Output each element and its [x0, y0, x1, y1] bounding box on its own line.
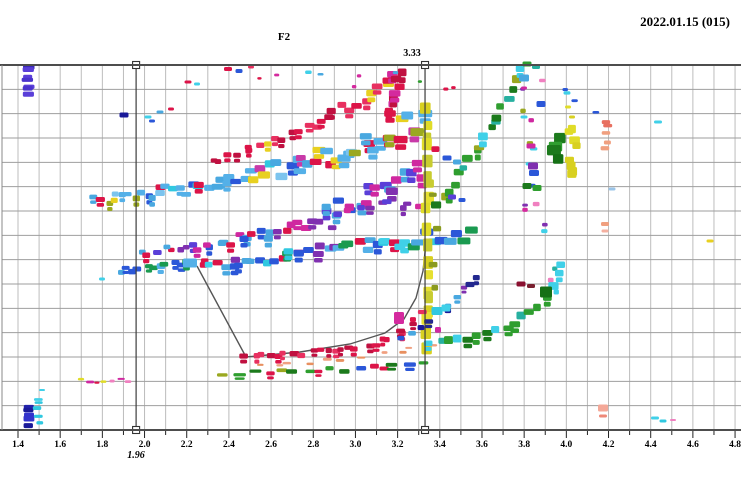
x-tick-label: 4.2: [603, 440, 615, 450]
x-tick-label: 2.8: [307, 440, 319, 450]
x-tick-label: 2.6: [265, 440, 277, 450]
x-tick-label: 4.4: [645, 440, 657, 450]
streak-bottomleft-navy: [23, 404, 35, 429]
streak-sky-band: [89, 109, 433, 211]
streak-left-pink-row: [77, 377, 132, 384]
x-tick-label: 3.2: [392, 440, 404, 450]
x-tick-label: 2.2: [181, 440, 193, 450]
x-tick-label: 3.4: [434, 440, 446, 450]
streak-blue-band: [118, 226, 478, 276]
x-tick-label: 1.8: [96, 440, 108, 450]
streak-yellow-column: [419, 102, 435, 355]
x-tick-label: 1.4: [12, 440, 24, 450]
streak-darkgreen-cluster: [546, 132, 566, 164]
streak-violet-column: [21, 64, 35, 97]
x-tick-label: 2.0: [139, 440, 151, 450]
x-tick-label: 3.8: [518, 440, 530, 450]
streak-top-specks-right: [539, 78, 600, 114]
streak-salmon-column: [600, 120, 613, 151]
streak-top-specks: [257, 70, 456, 91]
streak-magenta-band: [138, 159, 429, 264]
streak-red-top-cluster: [384, 68, 407, 123]
x-tick-label: 2.4: [223, 440, 235, 450]
date-label: 2022.01.15 (015): [640, 14, 730, 29]
x-tick-label: 4.0: [560, 440, 572, 450]
streak-bottomleft-cyan: [32, 398, 44, 425]
x-axis-ticks: 1.4 1.6 1.8 2.0 2.2 2.4 2.6 2.8 3.0 3.2 3.4 3.6 3.8 4…: [12, 431, 741, 450]
streak-red-lower-curve: [239, 309, 427, 364]
x-tick-label: 4.8: [729, 440, 741, 450]
chart-title: F2: [277, 31, 291, 43]
x-tick-label: 4.6: [687, 440, 699, 450]
left-cursor-value-label: 1.96: [127, 450, 145, 461]
streak-teal-scatter: [532, 201, 559, 295]
single-blobs: [39, 61, 714, 423]
streak-yellow-cluster-right: [564, 124, 581, 178]
x-tick-label: 3.6: [476, 440, 488, 450]
x-tick-label: 3.0: [350, 440, 362, 450]
streak-green-flat-band: [216, 361, 429, 380]
streak-salmon-dash-curve: [257, 344, 438, 367]
right-cursor-value-label: 3.33: [403, 48, 421, 59]
x-tick-label: 1.6: [54, 440, 66, 450]
grid: [2, 65, 741, 430]
streak-magenta-scatter: [327, 199, 423, 231]
streak-yellow-column-accents: [428, 146, 442, 333]
streak-right-speck-column: [520, 87, 538, 212]
